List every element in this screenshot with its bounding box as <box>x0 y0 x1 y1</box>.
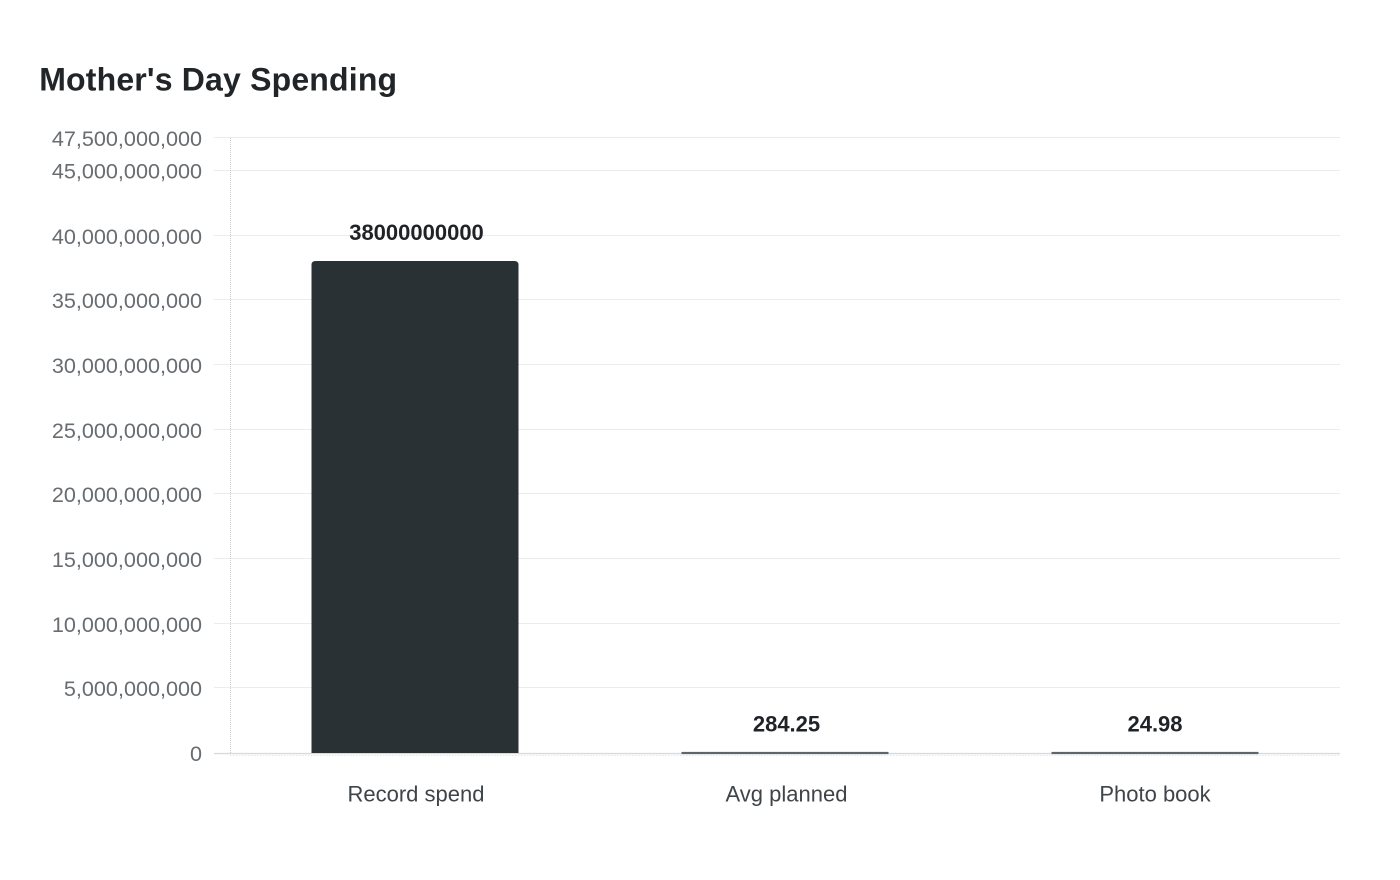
svg-text:40,000,000,000: 40,000,000,000 <box>52 224 202 249</box>
svg-text:0: 0 <box>190 741 202 766</box>
svg-text:Avg planned: Avg planned <box>726 782 848 807</box>
svg-text:15,000,000,000: 15,000,000,000 <box>52 547 202 572</box>
svg-text:30,000,000,000: 30,000,000,000 <box>52 353 202 378</box>
svg-text:35,000,000,000: 35,000,000,000 <box>52 288 202 313</box>
svg-text:Record spend: Record spend <box>348 782 485 807</box>
svg-text:38000000000: 38000000000 <box>349 220 484 245</box>
svg-text:10,000,000,000: 10,000,000,000 <box>52 612 202 637</box>
svg-text:20,000,000,000: 20,000,000,000 <box>52 482 202 507</box>
svg-text:Photo book: Photo book <box>1099 782 1211 807</box>
svg-text:Mother's Day Spending: Mother's Day Spending <box>39 61 397 97</box>
svg-text:47,500,000,000: 47,500,000,000 <box>52 126 202 151</box>
svg-text:24.98: 24.98 <box>1127 712 1182 737</box>
svg-text:5,000,000,000: 5,000,000,000 <box>64 676 202 701</box>
svg-text:25,000,000,000: 25,000,000,000 <box>52 418 202 443</box>
svg-text:284.25: 284.25 <box>753 712 820 737</box>
svg-text:45,000,000,000: 45,000,000,000 <box>52 159 202 184</box>
